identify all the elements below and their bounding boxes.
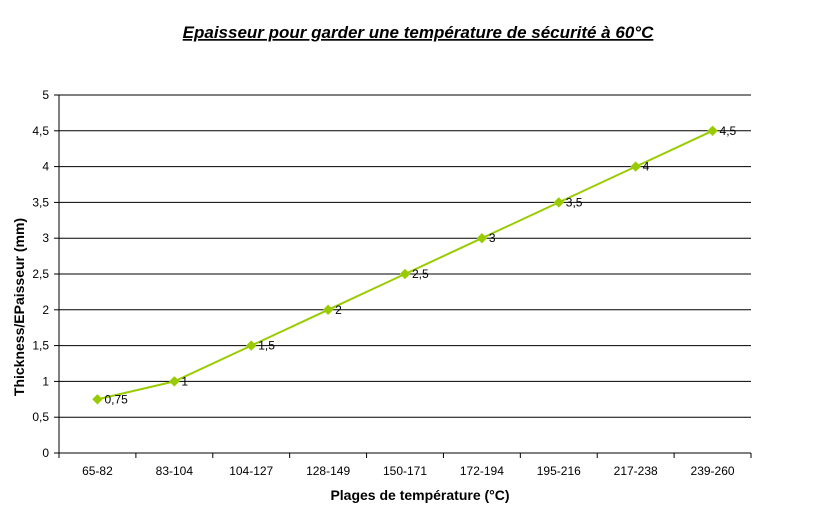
y-axis-title: Thickness/EPaisseur (mm) [11,218,27,396]
y-tick-label: 0 [42,446,49,460]
data-labels: 0,75 1 1,5 2 2,5 3 3,5 4 4,5 [104,124,737,406]
data-label: 2,5 [412,267,429,281]
x-tick-label: 195-216 [537,464,581,478]
data-label: 1 [181,374,188,388]
x-tick-label: 239-260 [691,464,735,478]
data-point-marker [92,394,103,405]
data-label: 4 [643,160,650,174]
series-line [97,129,713,401]
x-tick-label: 217-238 [614,464,658,478]
y-tick-label: 1,5 [32,339,49,353]
gridlines [59,94,751,418]
y-tick-label: 3 [42,231,49,245]
chart-title: Epaisseur pour garder une température de… [183,23,654,42]
y-tick-label: 0,5 [32,410,49,424]
data-label: 0,75 [104,392,128,406]
data-point-marker [476,232,488,244]
axes [54,94,752,458]
data-point-marker [246,340,257,351]
x-tick-label: 65-82 [82,464,113,478]
tick-labels: 0 0,5 1 1,5 2 2,5 3 3,5 4 4,5 5 65-82 83-104 104-127 1… [32,88,735,478]
data-label: 3 [489,231,496,245]
data-label: 2 [335,303,342,317]
data-point-marker [630,161,641,172]
y-tick-label: 2 [42,303,49,317]
y-tick-label: 1 [42,374,49,388]
x-tick-label: 128-149 [306,464,350,478]
x-tick-label: 150-171 [383,464,427,478]
data-point-marker [169,376,180,387]
data-label: 3,5 [566,195,583,209]
x-tick-label: 104-127 [229,464,273,478]
data-point-marker [707,125,718,137]
y-tick-label: 3,5 [32,195,49,209]
x-tick-label: 172-194 [460,464,504,478]
x-axis-title: Plages de température (°C) [330,487,509,503]
data-point-marker [553,197,564,208]
y-tick-label: 4 [42,160,49,174]
y-tick-label: 4,5 [32,124,49,138]
y-tick-label: 2,5 [32,267,49,281]
series-group [92,125,718,405]
data-label: 1,5 [258,339,275,353]
y-tick-label: 5 [42,88,49,102]
x-tick-label: 83-104 [156,464,194,478]
data-point-marker [322,304,334,316]
data-point-marker [399,268,411,280]
data-label: 4,5 [720,124,737,138]
